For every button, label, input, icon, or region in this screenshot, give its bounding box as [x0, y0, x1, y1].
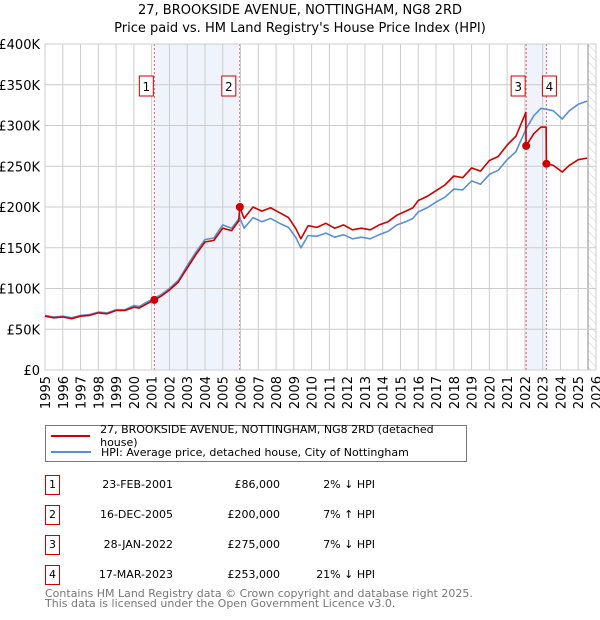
x-tick-label: 2021 [501, 376, 516, 409]
x-tick-label: 2016 [412, 376, 427, 409]
property-price-line [44, 111, 588, 320]
y-tick-label: £200K [0, 201, 40, 216]
x-tick-label: 2022 [519, 376, 534, 409]
sale-point [150, 295, 159, 304]
price-chart: £0 £50K £100K £150K £200K £250K £300K £350K £400… [0, 38, 600, 409]
x-tick-label: 2011 [323, 376, 338, 409]
x-tick-label: 2023 [537, 376, 552, 409]
x-tick-label: 1997 [75, 376, 90, 409]
x-tick-label: 2020 [483, 376, 498, 409]
y-tick-label: £350K [0, 79, 40, 94]
hpi-line [44, 100, 588, 319]
x-tick-label: 1995 [39, 376, 54, 409]
sale-label-box [541, 75, 557, 97]
sale-date: 16-DEC-2005 [99, 508, 173, 521]
chart-title: 27, BROOKSIDE AVENUE, NOTTINGHAM, NG8 2R… [138, 3, 462, 18]
x-tick-label: 2026 [590, 376, 600, 409]
sale-price: £253,000 [227, 568, 281, 581]
sale-price: £200,000 [227, 508, 281, 521]
x-tick-label: 2013 [359, 376, 374, 409]
x-tick-label: 2014 [377, 376, 392, 409]
x-tick-label: 2012 [341, 376, 356, 409]
sale-date: 28-JAN-2022 [103, 538, 173, 551]
sale-label-box [138, 75, 154, 97]
x-tick-label: 2005 [217, 376, 232, 409]
sale-number-badge: 4 [45, 565, 60, 585]
sale-number-badge: 2 [45, 505, 60, 525]
y-tick-label: £50K [7, 323, 41, 338]
sale-date: 17-MAR-2023 [98, 568, 173, 581]
sale-label-number: 2 [225, 80, 233, 94]
x-tick-label: 1996 [57, 376, 72, 409]
x-tick-label: 2010 [306, 376, 321, 409]
x-tick-label: 2019 [466, 376, 481, 409]
x-tick-label: 2006 [235, 376, 250, 409]
legend-hpi-label: HPI: Average price, detached house, City… [101, 445, 409, 459]
sale-point [522, 141, 531, 150]
sale-label-box [221, 75, 237, 97]
y-tick-label: £150K [0, 242, 40, 257]
sale-label-number: 3 [514, 80, 522, 94]
sale-hpi-diff: 7% ↑ HPI [323, 508, 375, 521]
x-tick-label: 2025 [572, 376, 587, 409]
plot-border [44, 43, 597, 371]
x-tick-label: 2018 [448, 376, 463, 409]
footer-line-1: Contains HM Land Registry data © Crown c… [45, 587, 473, 600]
sale-label-number: 1 [142, 80, 150, 94]
sale-price: £86,000 [234, 478, 281, 491]
x-tick-label: 2004 [199, 376, 214, 409]
x-tick-label: 2024 [554, 376, 569, 409]
footer-line-2: This data is licensed under the Open Gov… [45, 597, 396, 610]
x-tick-label: 2000 [128, 376, 143, 409]
y-tick-label: £300K [0, 120, 40, 135]
legend-property-label: 27, BROOKSIDE AVENUE, NOTTINGHAM, NG8 2R… [100, 423, 434, 449]
footer: Contains HM Land Registry data © Crown c… [45, 587, 473, 610]
y-tick-label: £100K [0, 283, 40, 298]
sale-number-badge: 1 [45, 475, 60, 495]
y-tick-label: £250K [0, 160, 40, 175]
sale-label-number: 4 [546, 80, 554, 94]
x-tick-label: 2015 [394, 376, 409, 409]
sale-hpi-diff: 2% ↓ HPI [323, 478, 375, 491]
sale-number-badge: 3 [45, 535, 60, 555]
x-tick-label: 2007 [252, 376, 267, 409]
x-tick-label: 2001 [146, 376, 161, 409]
x-tick-label: 2003 [181, 376, 196, 409]
sale-point [542, 159, 551, 168]
x-tick-label: 2002 [163, 376, 178, 409]
x-tick-label: 1998 [92, 376, 107, 409]
sale-hpi-diff: 21% ↓ HPI [316, 568, 375, 581]
y-tick-label: £0 [23, 364, 40, 379]
x-tick-label: 1999 [110, 376, 125, 409]
sale-point [235, 203, 244, 211]
sale-price: £275,000 [227, 538, 281, 551]
chart-subtitle: Price paid vs. HM Land Registry's House … [114, 21, 486, 36]
sale-label-box [510, 75, 526, 97]
y-tick-label: £400K [0, 38, 40, 53]
x-tick-label: 2009 [288, 376, 303, 409]
legend: 27, BROOKSIDE AVENUE, NOTTINGHAM, NG8 2R… [45, 423, 467, 462]
x-tick-label: 2017 [430, 376, 445, 409]
hpi-legend-line [51, 451, 91, 453]
sale-date: 23-FEB-2001 [102, 478, 173, 491]
x-tick-label: 2008 [270, 376, 285, 409]
property-legend-line [51, 435, 91, 437]
sale-hpi-diff: 7% ↓ HPI [323, 538, 375, 551]
